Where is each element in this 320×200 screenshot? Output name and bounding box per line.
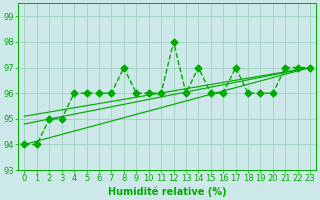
X-axis label: Humidité relative (%): Humidité relative (%) bbox=[108, 186, 227, 197]
